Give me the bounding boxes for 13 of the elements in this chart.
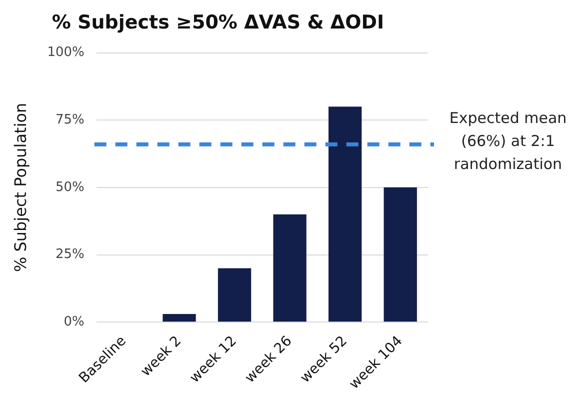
y-tick-label: 0% [64,314,84,330]
y-tick-label: 50% [55,180,84,195]
y-tick-label: 75% [55,112,84,128]
bar [384,187,417,322]
y-axis-title: % Subject Population [10,102,30,272]
ref-line-label: Expected mean (66%) at 2:1 randomization [449,109,567,174]
bar [273,214,306,322]
bar [162,314,196,322]
y-tick-label: 25% [55,247,84,262]
chart-title: % Subjects ≥50% ΔVAS & ΔODI [52,11,384,34]
bar [218,268,252,322]
bar [328,106,362,322]
y-tick-label: 100% [47,45,84,60]
